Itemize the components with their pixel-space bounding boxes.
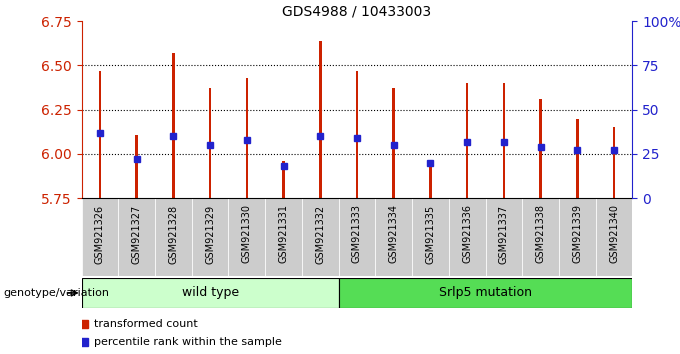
Bar	[155, 198, 192, 276]
Text: GSM921334: GSM921334	[389, 205, 398, 263]
Bar	[522, 198, 559, 276]
Title: GDS4988 / 10433003: GDS4988 / 10433003	[282, 5, 432, 19]
Text: GSM921327: GSM921327	[132, 205, 141, 264]
Bar	[282, 161, 285, 198]
Text: Srlp5 mutation: Srlp5 mutation	[439, 286, 532, 299]
Text: percentile rank within the sample: percentile rank within the sample	[94, 337, 282, 347]
Bar	[228, 198, 265, 276]
Bar	[82, 278, 339, 308]
Bar	[613, 127, 615, 198]
Text: GSM921335: GSM921335	[426, 205, 435, 264]
Text: GSM921339: GSM921339	[573, 205, 582, 263]
Bar	[375, 198, 412, 276]
Text: wild type: wild type	[182, 286, 239, 299]
Text: genotype/variation: genotype/variation	[3, 288, 109, 298]
Bar	[99, 71, 101, 198]
Bar	[466, 83, 469, 198]
Bar	[559, 198, 596, 276]
Bar	[596, 198, 632, 276]
Text: GSM921340: GSM921340	[609, 205, 619, 263]
Bar	[319, 41, 322, 198]
Bar	[339, 198, 375, 276]
Text: transformed count: transformed count	[94, 319, 197, 329]
Bar	[412, 198, 449, 276]
Text: GSM921326: GSM921326	[95, 205, 105, 264]
Bar	[503, 83, 505, 198]
Bar	[135, 135, 138, 198]
Bar	[539, 99, 542, 198]
Bar	[172, 53, 175, 198]
Text: GSM921328: GSM921328	[169, 205, 178, 264]
Bar	[449, 198, 486, 276]
Text: GSM921338: GSM921338	[536, 205, 545, 263]
Bar	[339, 278, 632, 308]
Bar	[486, 198, 522, 276]
Bar	[209, 88, 211, 198]
Text: GSM921329: GSM921329	[205, 205, 215, 264]
Bar	[245, 78, 248, 198]
Bar	[265, 198, 302, 276]
Bar	[118, 198, 155, 276]
Text: GSM921336: GSM921336	[462, 205, 472, 263]
Bar	[429, 161, 432, 198]
Text: GSM921333: GSM921333	[352, 205, 362, 263]
Bar	[82, 198, 118, 276]
Text: GSM921332: GSM921332	[316, 205, 325, 264]
Bar	[192, 198, 228, 276]
Bar	[576, 119, 579, 198]
Text: GSM921331: GSM921331	[279, 205, 288, 263]
Bar	[302, 198, 339, 276]
Text: GSM921330: GSM921330	[242, 205, 252, 263]
Bar	[356, 71, 358, 198]
Bar	[392, 88, 395, 198]
Text: GSM921337: GSM921337	[499, 205, 509, 264]
